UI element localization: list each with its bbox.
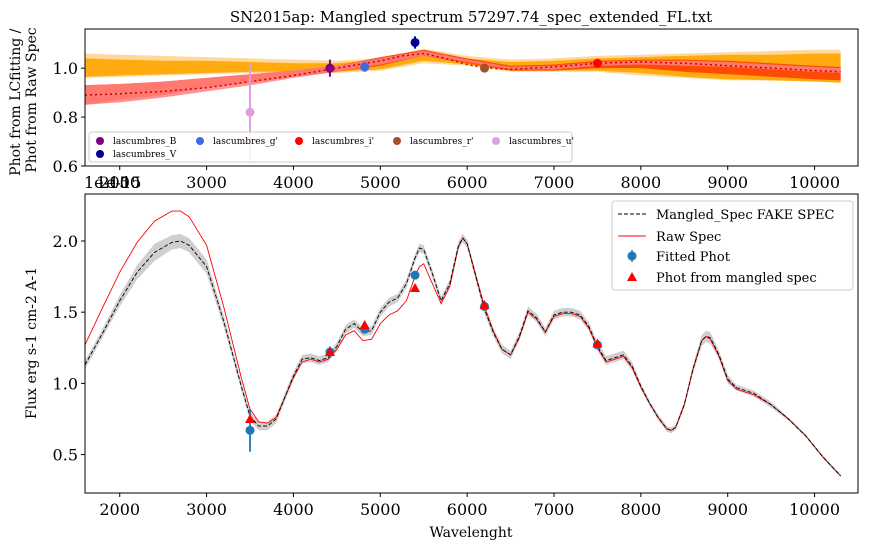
- ratio-y-tick-label: 0.6: [53, 157, 78, 176]
- mangled-phot-triangle: [359, 319, 370, 329]
- spectrum-x-axis-label: Wavelenght: [429, 525, 512, 541]
- ratio-panel-frame: [84, 28, 859, 167]
- ratio-point-lascumbres-i: [592, 58, 602, 68]
- ratio-point-lascumbres-u: [245, 107, 255, 117]
- spectrum-y-tick-label: 1.0: [53, 374, 78, 393]
- spectrum-y-tick-label: 1.5: [53, 303, 78, 322]
- ratio-x-tick-label: 4000: [273, 173, 314, 192]
- mangled-phot-triangle: [592, 338, 603, 348]
- ratio-plot-area: [85, 36, 841, 162]
- ratio-point-lascumbres-b: [325, 63, 335, 73]
- ratio-legend-marker-lascumbres-v: [96, 150, 104, 158]
- legend-swatch-fitted-phot: [627, 251, 637, 261]
- mangled-phot-triangle: [324, 347, 335, 357]
- ratio-panel-title: SN2015ap: Mangled spectrum 57297.74_spec…: [230, 8, 712, 26]
- ratio-legend-marker-lascumbres-g: [196, 137, 204, 145]
- spectrum-plot-area: [85, 210, 841, 478]
- spectrum-legend-box: [611, 200, 854, 291]
- spectrum-x-tick-label: 8000: [621, 500, 662, 519]
- spectrum-y-ticks: 0.5 1.0 1.5 2.0: [53, 232, 85, 465]
- mangled-phot-triangle: [479, 300, 490, 310]
- spectrum-panel: 2000 3000 4000 5000 6000 7000 8000 9000 10000 0.…: [24, 173, 859, 541]
- ratio-y-label-line-2: Phot from Raw Spec: [24, 27, 40, 172]
- ratio-point-lascumbres-g: [360, 62, 370, 72]
- ratio-x-tick-label: 6000: [447, 173, 488, 192]
- spectrum-x-tick-label: 9000: [707, 500, 748, 519]
- ratio-y-tick-label: 0.8: [53, 108, 78, 127]
- ratio-legend-label-lascumbres-v: lascumbres_V: [113, 150, 177, 160]
- legend-swatch-mangled-phot: [627, 272, 637, 281]
- spectrum-offset-text: 1e-15: [96, 173, 141, 192]
- ratio-offset-text: 1e-15: [84, 173, 129, 192]
- spectrum-panel-frame: [84, 193, 859, 494]
- ratio-point-lascumbres-v: [410, 37, 420, 47]
- ratio-legend-label-lascumbres-g: lascumbres_g': [213, 137, 278, 147]
- ratio-x-tick-label: 5000: [360, 173, 401, 192]
- ratio-dotted-line: [85, 52, 841, 96]
- ratio-y-tick-label: 1.0: [53, 59, 78, 78]
- ratio-legend-label-lascumbres-r: lascumbres_r': [410, 137, 474, 147]
- ratio-legend: lascumbres_B lascumbres_V lascumbres_g' las…: [88, 131, 574, 163]
- ratio-legend-label-lascumbres-b: lascumbres_B: [113, 137, 177, 147]
- ratio-legend-marker-lascumbres-r: [393, 137, 401, 145]
- ratio-legend-label-lascumbres-i: lascumbres_i': [312, 137, 374, 147]
- spectrum-x-tick-label: 5000: [360, 500, 401, 519]
- spectrum-x-ticks: 2000 3000 4000 5000 6000 7000 8000 9000 10000: [99, 493, 840, 519]
- ratio-panel: SN2015ap: Mangled spectrum 57297.74_spec…: [8, 8, 859, 192]
- ratio-band-pink-band: [85, 51, 841, 105]
- ratio-x-tick-label: 9000: [707, 173, 748, 192]
- mangled-phot-triangle: [410, 282, 421, 292]
- spectrum-x-tick-label: 2000: [99, 500, 140, 519]
- spectrum-legend-label-phot-from-mangled-spec: Phot from mangled spec: [656, 271, 817, 286]
- ratio-x-tick-label: 7000: [534, 173, 575, 192]
- ratio-x-tick-label: 3000: [186, 173, 227, 192]
- ratio-x-ticks: 2000 3000 4000 5000 6000 7000 8000 9000 10000: [99, 166, 840, 192]
- spectrum-y-tick-label: 0.5: [53, 446, 78, 465]
- ratio-y-label-line-1: Phot from LCfitting /: [8, 28, 24, 175]
- spectrum-legend: Mangled_Spec FAKE SPEC Raw Spec Fitted Pho…: [611, 200, 854, 291]
- mangled-phot-triangle: [245, 413, 256, 423]
- ratio-y-axis-label: Phot from LCfitting / Phot from Raw Spec: [8, 24, 40, 176]
- spectrum-legend-label-fitted-phot: Fitted Phot: [656, 250, 731, 265]
- spectrum-x-tick-label: 4000: [273, 500, 314, 519]
- ratio-y-ticks: 0.6 0.8 1.0: [53, 59, 85, 176]
- spectrum-y-axis-label: Flux erg s-1 cm-2 A-1: [24, 267, 40, 419]
- raw-spec-line: [85, 210, 841, 477]
- ratio-legend-marker-lascumbres-i: [295, 137, 303, 145]
- spectrum-x-tick-label: 6000: [447, 500, 488, 519]
- ratio-point-lascumbres-r: [480, 63, 490, 73]
- ratio-legend-marker-lascumbres-u: [492, 137, 500, 145]
- fitted-phot-point: [410, 270, 420, 280]
- spectrum-x-tick-label: 3000: [186, 500, 227, 519]
- ratio-x-tick-label: 8000: [621, 173, 662, 192]
- spectrum-legend-label-raw-spec: Raw Spec: [656, 230, 721, 245]
- fitted-phot-point: [245, 425, 255, 435]
- ratio-legend-box: [88, 131, 573, 163]
- spectrum-x-tick-label: 7000: [534, 500, 575, 519]
- ratio-legend-label-lascumbres-u: lascumbres_u': [509, 137, 574, 147]
- spectrum-y-tick-label: 2.0: [53, 232, 78, 251]
- spectrum-x-tick-label: 10000: [789, 500, 840, 519]
- ratio-legend-marker-lascumbres-b: [96, 137, 104, 145]
- ratio-x-tick-label: 2000: [99, 173, 140, 192]
- ratio-x-tick-label: 10000: [789, 173, 840, 192]
- mangled-spec-line: [85, 237, 841, 477]
- spectrum-legend-label-mangled-spec-fake-spec: Mangled_Spec FAKE SPEC: [656, 208, 835, 223]
